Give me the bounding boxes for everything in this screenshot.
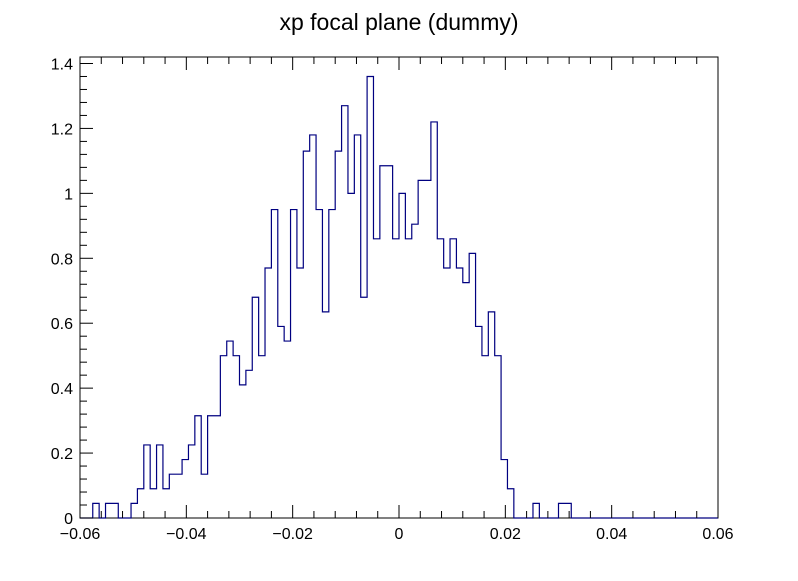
x-tick-label: 0.06 [702, 526, 733, 543]
x-tick-label: 0 [395, 526, 404, 543]
histogram-series [80, 75, 718, 519]
x-tick-label: −0.04 [166, 526, 207, 543]
y-tick-label: 0 [64, 511, 73, 528]
x-tick-label: 0.02 [490, 526, 521, 543]
plot-frame [79, 56, 719, 519]
x-tick-label: −0.06 [60, 526, 101, 543]
plot-area: −0.06 −0.04 −0.02 0 0.02 0.04 0.06 0 0.2 0.4 0.6 0.… [51, 56, 734, 543]
y-tick-label: 0.8 [51, 251, 73, 268]
x-tick-label: −0.02 [272, 526, 313, 543]
y-tick-label: 1 [64, 186, 73, 203]
x-tick-label: 0.04 [596, 526, 627, 543]
y-tick-label: 0.4 [51, 381, 73, 398]
y-tick-label: 1.2 [51, 121, 73, 138]
y-tick-label: 0.2 [51, 446, 73, 463]
y-tick-label: 0.6 [51, 316, 73, 333]
y-tick-label: 1.4 [51, 56, 73, 73]
chart-title: xp focal plane (dummy) [279, 9, 518, 35]
